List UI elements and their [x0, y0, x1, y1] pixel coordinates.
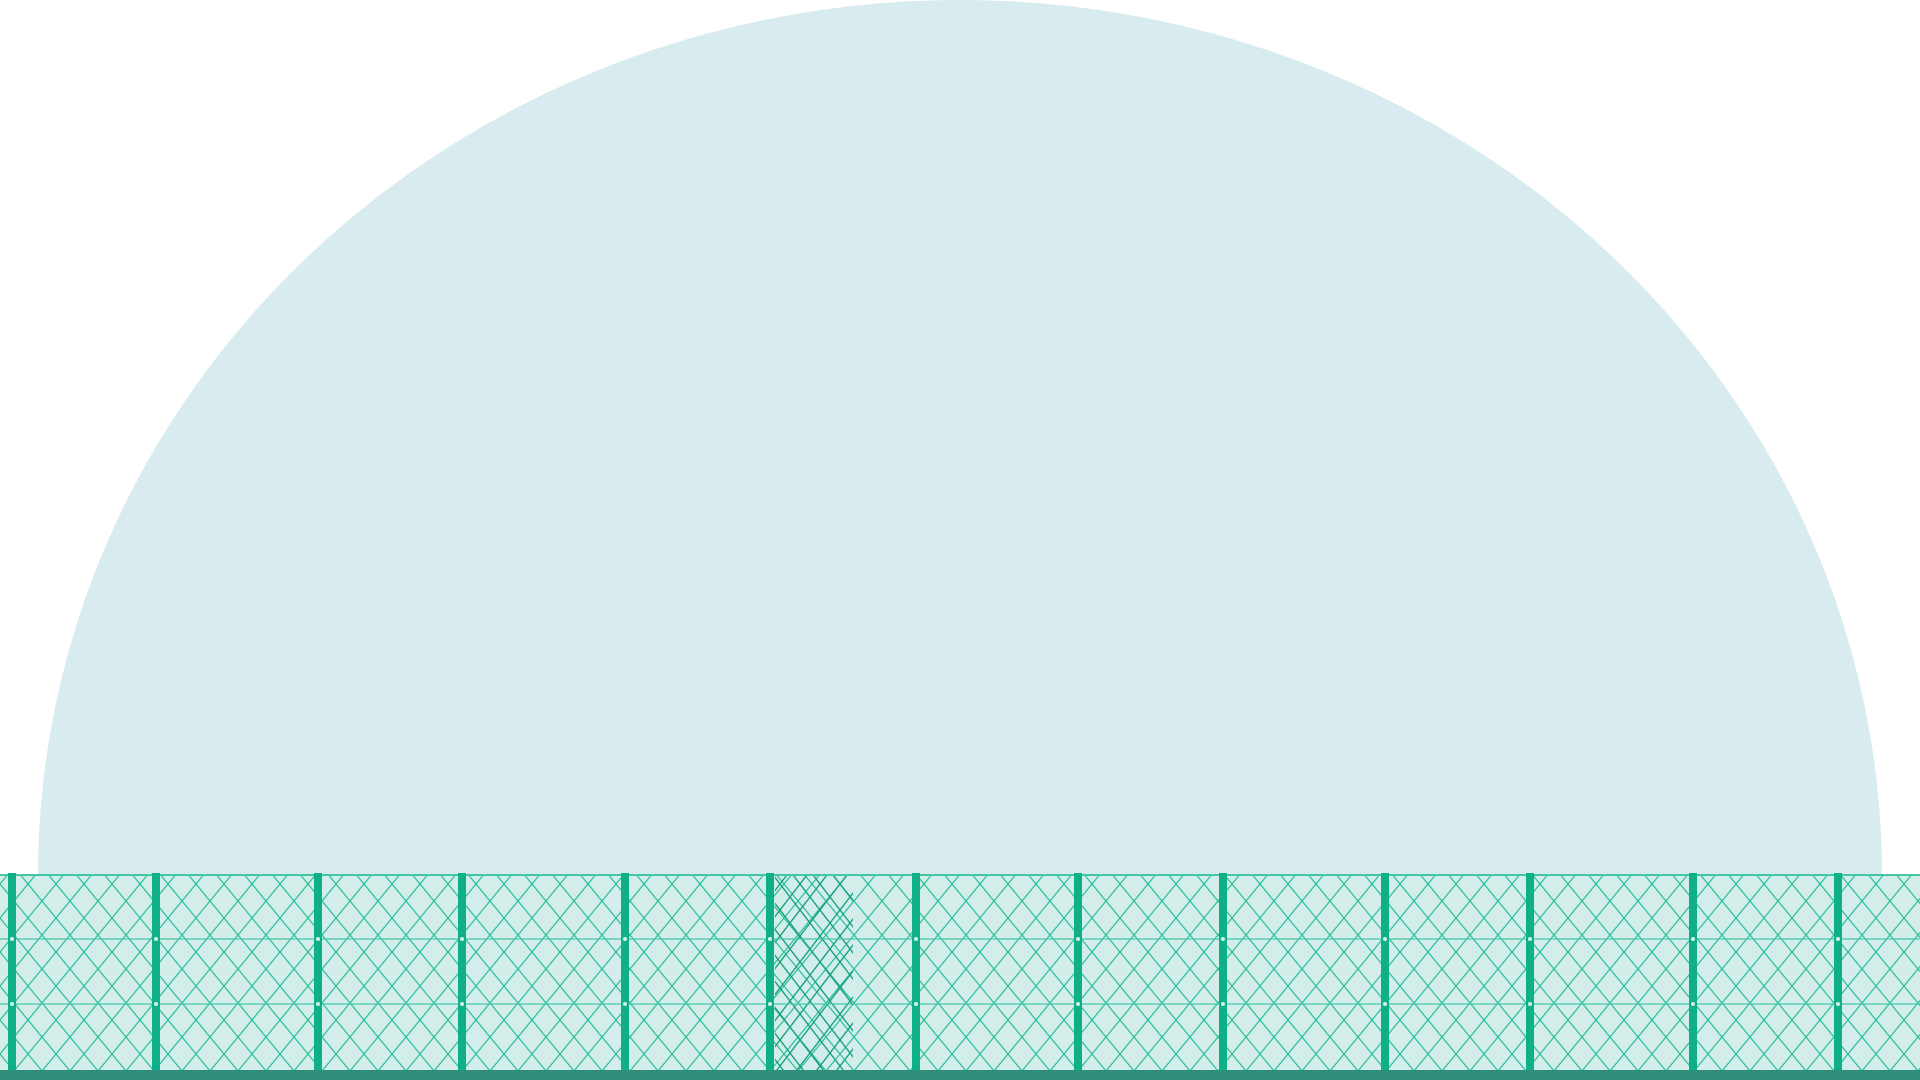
post-clamp [1076, 937, 1080, 941]
post-clamp [914, 937, 918, 941]
post-clamp [1383, 1002, 1387, 1006]
post-clamp [623, 1002, 627, 1006]
fence-post [8, 873, 16, 1072]
ground-strip [0, 1070, 1920, 1080]
fence-post [1074, 873, 1082, 1072]
post-clamp [460, 937, 464, 941]
post-clamp [1528, 937, 1532, 941]
fence-posts [8, 873, 1842, 1072]
fence-post [912, 873, 920, 1072]
post-clamp [1076, 1002, 1080, 1006]
post-clamp [1691, 1002, 1695, 1006]
fence-post [621, 873, 629, 1072]
post-clamp [1221, 937, 1225, 941]
fence-post [1381, 873, 1389, 1072]
fence-mesh [0, 875, 1920, 1072]
post-clamp [1221, 1002, 1225, 1006]
fence-post [458, 873, 466, 1072]
fence-post [1689, 873, 1697, 1072]
post-clamp [768, 937, 772, 941]
fence-post [314, 873, 322, 1072]
fence [0, 873, 1920, 1080]
fence-post [1834, 873, 1842, 1072]
post-clamp [10, 937, 14, 941]
post-clamp [1836, 1002, 1840, 1006]
dome-shape [38, 0, 1882, 875]
post-clamp [914, 1002, 918, 1006]
post-clamp [154, 937, 158, 941]
fence-post [1526, 873, 1534, 1072]
fence-post [1219, 873, 1227, 1072]
post-clamp [316, 937, 320, 941]
fence-post [766, 873, 774, 1072]
post-clamp [1836, 937, 1840, 941]
post-clamp [1528, 1002, 1532, 1006]
post-clamp [460, 1002, 464, 1006]
post-clamp [1691, 937, 1695, 941]
post-clamp [768, 1002, 772, 1006]
post-clamp [10, 1002, 14, 1006]
fence-post [152, 873, 160, 1072]
post-clamp [623, 937, 627, 941]
post-clamp [1383, 937, 1387, 941]
gate-panel [775, 875, 853, 1072]
post-clamp [316, 1002, 320, 1006]
post-clamp [154, 1002, 158, 1006]
